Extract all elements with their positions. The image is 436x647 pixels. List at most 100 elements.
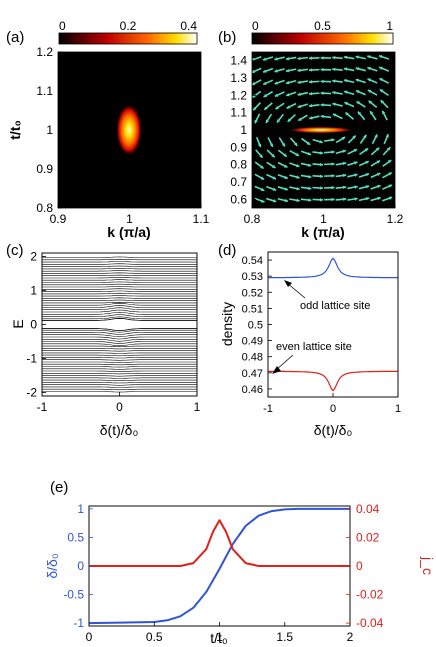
y-tick-label: 2 xyxy=(30,249,37,263)
vector-arrowhead xyxy=(332,55,336,60)
plot-frame-d xyxy=(267,251,399,398)
colorbar-tick-label: 0.2 xyxy=(120,19,137,33)
vector-arrowhead xyxy=(343,197,347,202)
xlabel-b: k (π/a) xyxy=(301,224,344,240)
vector-arrowhead xyxy=(354,185,358,189)
colorbar-tick-label: 0.5 xyxy=(314,19,331,33)
panel-label-c: (c) xyxy=(6,242,24,259)
colorbar-tick-label: 0 xyxy=(59,19,66,33)
vector-arrowhead xyxy=(297,92,301,96)
y-tick-label: 0.9 xyxy=(36,162,53,176)
vector-arrowhead xyxy=(272,176,276,180)
y-tick-label: -0.5 xyxy=(63,588,84,602)
xlabel-e: t/t₀ xyxy=(210,630,228,646)
y-tick-label: 1.2 xyxy=(36,45,53,59)
vector-arrowhead xyxy=(253,106,257,111)
x-tick-label: -1 xyxy=(37,400,48,414)
vector-arrowhead xyxy=(259,154,263,158)
vector-arrowhead xyxy=(285,56,290,61)
vector-arrowhead xyxy=(387,160,392,164)
vector-arrowhead xyxy=(254,119,258,124)
energy-level xyxy=(42,292,197,295)
x-tick-label: 2 xyxy=(347,630,354,644)
vector-arrowhead xyxy=(295,163,300,168)
x-tick-label: 1 xyxy=(194,400,201,414)
vector-arrowhead xyxy=(331,138,335,142)
energy-level xyxy=(42,265,197,267)
vector-arrowhead xyxy=(298,117,302,121)
energy-level xyxy=(42,366,197,368)
vector-arrowhead xyxy=(276,119,281,123)
x-tick-label: 0 xyxy=(116,400,123,414)
x-tick-label: 0 xyxy=(86,630,93,644)
vector-arrowhead xyxy=(380,100,385,104)
vector-arrowhead xyxy=(260,176,265,180)
vector-arrowhead xyxy=(274,69,278,73)
vector-arrowhead xyxy=(344,90,348,94)
energy-level xyxy=(42,299,197,301)
vector-arrowhead xyxy=(375,147,380,152)
vector-arrowhead xyxy=(272,164,276,168)
vector-arrowhead xyxy=(252,94,256,98)
vector-arrowhead xyxy=(271,153,275,158)
vector-arrowhead xyxy=(368,100,373,105)
vector-arrowhead xyxy=(376,172,381,177)
energy-level xyxy=(42,352,197,354)
vector-arrowhead xyxy=(297,68,301,73)
energy-level xyxy=(42,318,197,321)
energy-level xyxy=(42,359,197,361)
vector-arrowhead xyxy=(332,67,336,72)
heatmap-b-peak xyxy=(287,126,355,134)
vector-arrowhead xyxy=(367,78,372,82)
vector-arrowhead xyxy=(379,89,384,93)
panel-d: -1 0 10.460.470.480.490.50.510.520.530.54 … xyxy=(219,251,401,438)
vector-arrowhead xyxy=(355,55,359,59)
ylabel-c: E xyxy=(10,319,26,328)
energy-level xyxy=(42,261,197,263)
y-tick-label: 1 xyxy=(77,502,84,516)
x-tick-label: 0.9 xyxy=(50,212,67,226)
energy-level xyxy=(42,311,197,315)
plot-frame-c xyxy=(41,252,198,397)
vector-arrowhead xyxy=(370,111,374,115)
vector-arrowhead xyxy=(354,173,358,177)
xlabel-d: δ(t)/δ₀ xyxy=(314,422,353,438)
energy-level xyxy=(42,368,197,370)
vector-arrowhead xyxy=(363,134,367,139)
vector-arrowhead xyxy=(343,67,348,71)
energy-level xyxy=(42,373,197,375)
vector-arrowhead xyxy=(365,173,370,177)
vector-arrowhead xyxy=(353,149,358,153)
energy-level xyxy=(42,307,197,310)
vector-arrowhead xyxy=(283,153,287,157)
vector-arrowhead xyxy=(260,165,264,169)
vector-arrowhead xyxy=(257,143,262,148)
panel-a: 0 0.2 0.4 0.9 1 1.10.80.911.11.2 k (π/a) t/t… xyxy=(7,19,210,240)
y-tick-label: 1.3 xyxy=(230,71,247,85)
energy-level xyxy=(42,314,197,317)
y-tick-label: 0.5 xyxy=(67,530,84,544)
y-tick-label: -2 xyxy=(26,386,37,400)
energy-level xyxy=(42,363,197,366)
vector-arrowhead xyxy=(343,78,348,83)
vector-arrowhead xyxy=(309,116,313,120)
energy-level xyxy=(42,339,197,342)
xlabel-c: δ(t)/δ₀ xyxy=(100,422,139,438)
vector-arrowhead xyxy=(320,114,324,119)
vector-arrowhead xyxy=(331,174,335,178)
x-tick-label: 1 xyxy=(126,212,133,226)
vector-arrowhead xyxy=(265,119,270,123)
vector-arrowhead xyxy=(281,143,285,147)
x-tick-label: 1 xyxy=(216,630,223,644)
vector-arrowhead xyxy=(332,102,336,106)
y-tick-label: 1.1 xyxy=(36,84,53,98)
vector-arrowhead xyxy=(386,147,391,151)
vector-arrowhead xyxy=(364,148,369,152)
vector-arrowhead xyxy=(296,198,300,203)
colorbar-b xyxy=(251,32,394,45)
vector-arrowhead xyxy=(287,118,292,122)
vector-arrowhead xyxy=(354,197,358,201)
panel-label-d: (d) xyxy=(218,242,236,259)
vector-arrowhead xyxy=(352,135,356,139)
